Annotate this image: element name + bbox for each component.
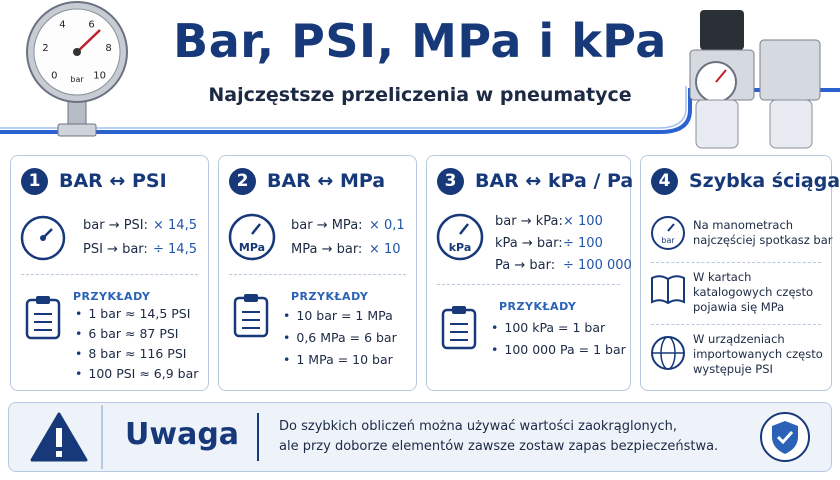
conversion-op: ÷ 100 (563, 236, 603, 251)
regulator-needle (715, 69, 727, 83)
example: 100 000 Pa = 1 bar (491, 342, 625, 357)
conversion-op: × 0,1 (369, 218, 405, 233)
tip: W kartach katalogowych często pojawia si… (693, 270, 813, 315)
warning-box: Uwaga Do szybkich obliczeń można używać … (8, 402, 832, 472)
tip-line: katalogowych często (693, 285, 814, 299)
conversion-op: × 10 (369, 242, 401, 257)
divider (651, 324, 821, 325)
tip: Na manometrach najczęściej spotkasz bar (693, 218, 833, 248)
warning-text: Do szybkich obliczeń można używać wartoś… (279, 417, 718, 457)
icon-label: kPa (449, 241, 472, 254)
tip-line: pojawia się MPa (693, 300, 785, 314)
globe-icon (651, 336, 685, 370)
card-bar-psi: 1 BAR ↔ PSI bar → PSI: × 14,5 PSI → bar:… (10, 155, 209, 391)
divider (21, 274, 198, 275)
clipboard-icon (233, 294, 269, 338)
gauge-tick-label: 4 (59, 19, 65, 30)
icon-label: bar (661, 236, 675, 245)
air-pipe (0, 88, 840, 134)
example: 100 kPa = 1 bar (491, 320, 605, 335)
clipboard-icon (25, 296, 61, 340)
card-title: BAR ↔ PSI (59, 170, 167, 192)
filter-bowl (695, 99, 739, 149)
conversion-op: × 100 (563, 214, 603, 229)
header-graphics: 0 2 4 6 8 10 bar (0, 1, 840, 149)
warning-icon (30, 412, 88, 462)
card-title: BAR ↔ MPa (267, 170, 386, 192)
gauge-tick-label: 8 (105, 43, 111, 54)
example: 10 bar = 1 MPa (283, 308, 392, 323)
tip-line: Na manometrach (693, 218, 794, 232)
tip-line: występuje PSI (693, 362, 773, 376)
examples-title: PRZYKŁADY (499, 300, 577, 313)
example: 6 bar ≈ 87 PSI (75, 326, 178, 341)
gauge-needle (76, 29, 101, 53)
gauge-icon: bar (651, 216, 685, 250)
book-icon (651, 275, 685, 305)
gauge-tick-label: 6 (88, 19, 94, 30)
divider (437, 284, 620, 285)
card-bar-kpa: 3 BAR ↔ kPa / Pa kPa bar → kPa: × 100 kP… (426, 155, 634, 391)
example: 8 bar ≈ 116 PSI (75, 346, 186, 361)
lubricator-bowl (769, 99, 813, 149)
conversion-from: kPa → bar: (495, 236, 563, 251)
card-cheatsheet: 4 Szybka ściąga bar Na manometrach najcz… (640, 155, 840, 391)
divider (229, 274, 406, 275)
gauge-tick-label: 10 (93, 71, 106, 82)
conversion-from: Pa → bar: (495, 258, 556, 273)
card-title: Szybka ściąga (689, 170, 840, 192)
conversion-from: bar → PSI: (83, 218, 149, 233)
gauge-icon (20, 215, 66, 261)
air-pipe-shine (0, 86, 687, 129)
card-bar-mpa: 2 BAR ↔ MPa MPa bar → MPa: × 0,1 MPa → b… (218, 155, 417, 391)
card-number: 2 (229, 168, 256, 195)
gauge-tick-label: 2 (42, 43, 48, 54)
conversion-from: PSI → bar: (83, 242, 148, 257)
tip: W urządzeniach importowanych często wyst… (693, 332, 823, 377)
gauge-unit: bar (70, 75, 84, 84)
separator (257, 413, 259, 461)
shield-icon (760, 412, 810, 462)
conversion-from: bar → MPa: (291, 218, 363, 233)
conversion-op: × 14,5 (153, 218, 197, 233)
conversion-from: MPa → bar: (291, 242, 363, 257)
gauge-icon: MPa (228, 213, 276, 261)
separator (101, 405, 103, 469)
conversion-from: bar → kPa: (495, 214, 563, 229)
conversion-op: ÷ 100 000 (563, 258, 632, 273)
example: 100 PSI ≈ 6,9 bar (75, 366, 198, 381)
tip-line: importowanych często (693, 347, 823, 361)
card-number: 3 (437, 168, 464, 195)
example: 1 MPa = 10 bar (283, 352, 392, 367)
examples-title: PRZYKŁADY (73, 290, 151, 303)
example: 0,6 MPa = 6 bar (283, 330, 396, 345)
warning-line: ale przy doborze elementów zawsze zostaw… (279, 439, 719, 454)
card-number: 1 (21, 168, 48, 195)
tip-line: najczęściej spotkasz bar (693, 233, 833, 247)
gauge-tick-label: 0 (51, 71, 57, 82)
regulator-knob (700, 10, 744, 50)
gauge-hub (73, 48, 81, 56)
title: Bar, PSI, MPa i kPa (173, 14, 667, 68)
gauge-scale: 0 2 4 6 8 10 bar (42, 19, 112, 84)
card-title: BAR ↔ kPa / Pa (475, 170, 634, 192)
warning-title: Uwaga (125, 417, 240, 452)
tip-line: W urządzeniach (693, 332, 785, 346)
icon-label: MPa (239, 241, 265, 254)
subtitle: Najczęstsze przeliczenia w pneumatyce (208, 84, 632, 106)
warning-line: Do szybkich obliczeń można używać wartoś… (279, 419, 677, 434)
examples-title: PRZYKŁADY (291, 290, 369, 303)
lubricator-body (759, 39, 821, 101)
clipboard-icon (441, 306, 477, 350)
tip-line: W kartach (693, 270, 752, 284)
gauge-icon: kPa (436, 213, 484, 261)
divider (651, 262, 821, 263)
conversion-op: ÷ 14,5 (153, 242, 197, 257)
example: 1 bar ≈ 14,5 PSI (75, 306, 190, 321)
gauge-fitting (57, 123, 97, 137)
card-number: 4 (651, 168, 678, 195)
